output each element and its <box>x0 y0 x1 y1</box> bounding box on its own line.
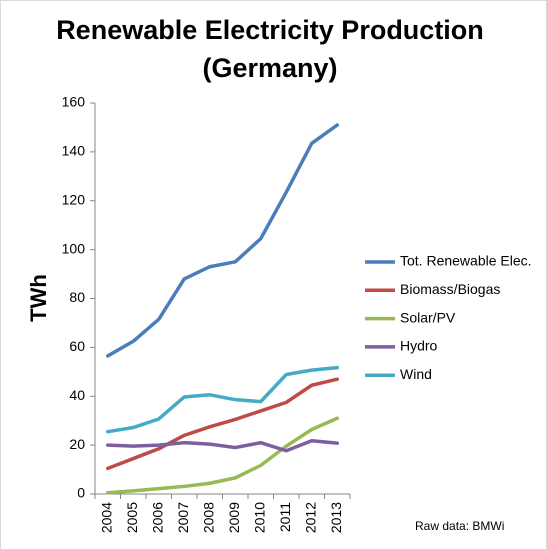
y-tick-label: 0 <box>77 485 85 501</box>
x-tick-label: 2010 <box>251 502 267 533</box>
x-tick-label: 2006 <box>149 502 165 533</box>
chart-title: Renewable Electricity Production <box>56 15 484 45</box>
legend-label: Tot. Renewable Elec. <box>400 253 532 269</box>
x-tick-label: 2004 <box>98 502 114 533</box>
x-tick-label: 2013 <box>328 502 344 533</box>
y-tick-label: 160 <box>62 94 86 110</box>
chart-title: (Germany) <box>202 53 337 83</box>
x-tick-label: 2009 <box>226 502 242 533</box>
legend-label: Biomass/Biogas <box>400 281 500 297</box>
legend-label: Solar/PV <box>400 309 456 325</box>
series-line <box>106 365 339 434</box>
y-tick-label: 120 <box>62 191 86 207</box>
y-tick-label: 40 <box>69 387 85 403</box>
series-line <box>106 416 339 495</box>
y-tick-label: 100 <box>62 240 86 256</box>
legend-label: Hydro <box>400 338 438 354</box>
x-tick-label: 2007 <box>175 502 191 533</box>
y-tick-label: 80 <box>69 289 85 305</box>
series-line <box>106 123 339 358</box>
x-tick-label: 2011 <box>277 502 293 532</box>
y-axis-label: TWh <box>26 274 51 322</box>
y-tick-label: 60 <box>69 338 85 354</box>
y-tick-label: 20 <box>69 436 85 452</box>
legend-label: Wind <box>400 366 432 382</box>
y-tick-label: 140 <box>62 143 86 159</box>
series-line <box>106 438 339 453</box>
series-line <box>106 377 339 471</box>
x-tick-label: 2005 <box>124 502 140 533</box>
x-tick-label: 2012 <box>302 502 318 533</box>
x-tick-label: 2008 <box>200 502 216 533</box>
note: Raw data: BMWi <box>415 519 504 533</box>
